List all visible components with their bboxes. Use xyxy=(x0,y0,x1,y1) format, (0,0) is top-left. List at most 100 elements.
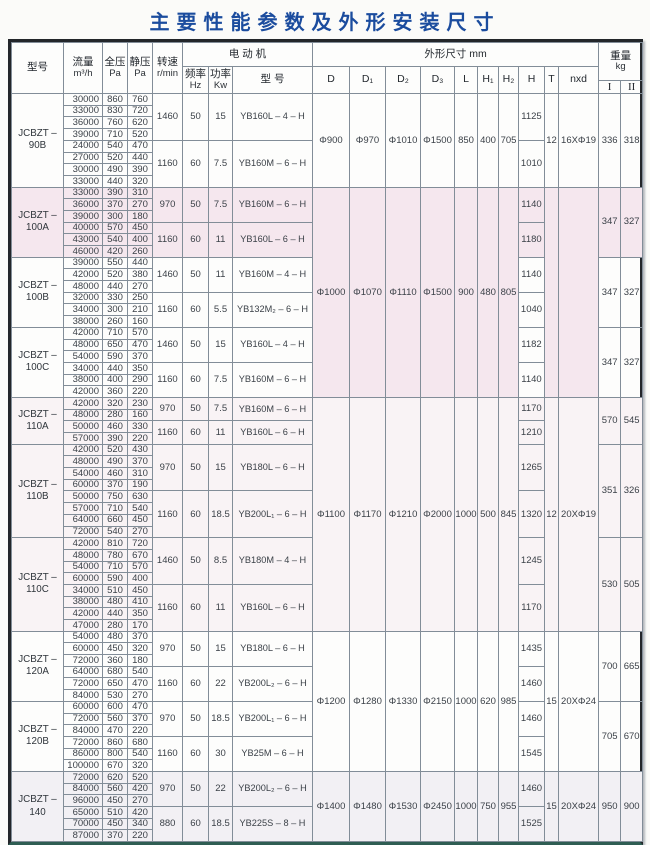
flow-value: 50000 xyxy=(63,490,103,504)
static-pressure-value: 180 xyxy=(127,209,153,223)
total-pressure-value: 320 xyxy=(102,396,128,410)
dim-H-value: 1182 xyxy=(518,326,545,363)
dim-D1-value: Φ1170 xyxy=(349,396,386,632)
speed-value: 1460 xyxy=(152,326,183,363)
total-pressure-value: 620 xyxy=(102,770,128,784)
static-pressure-value: 310 xyxy=(127,186,153,200)
total-pressure-value: 450 xyxy=(102,817,128,831)
total-pressure-value: 570 xyxy=(102,221,128,235)
spec-row: 84000 470 220 xyxy=(12,724,643,737)
dim-H-value: 1525 xyxy=(518,806,545,843)
header-row-weight-sub: I II xyxy=(12,79,644,95)
static-pressure-value: 340 xyxy=(127,817,153,831)
dim-H-value: 1125 xyxy=(518,93,545,141)
power-value: 22 xyxy=(208,665,233,702)
total-pressure-value: 330 xyxy=(102,291,128,305)
total-pressure-value: 710 xyxy=(102,326,128,340)
dim-H-value: 1140 xyxy=(518,186,545,223)
static-pressure-value: 630 xyxy=(127,490,153,504)
flow-value: 39000 xyxy=(63,128,103,141)
col-header-model: 型号 xyxy=(11,41,64,95)
total-pressure-value: 470 xyxy=(102,724,128,737)
frequency-value: 60 xyxy=(182,291,209,328)
spec-row: JCBZT –120B 60000 600 470 970 50 18.5 YB200L₁ –… xyxy=(11,700,644,772)
static-pressure-value: 250 xyxy=(127,291,153,305)
dim-H-value: 1040 xyxy=(518,291,545,328)
weight-1-value: 336 xyxy=(598,93,622,188)
speed-value: 1160 xyxy=(152,735,183,772)
weight-1-value: 530 xyxy=(598,537,622,632)
col-header-dim-H1: H₁ xyxy=(477,65,499,95)
total-pressure-value: 400 xyxy=(102,373,128,387)
flow-value: 54000 xyxy=(63,560,103,574)
flow-value: 39000 xyxy=(63,209,103,223)
total-pressure-value: 860 xyxy=(102,735,128,749)
total-pressure-value: 450 xyxy=(102,794,128,808)
flow-value: 32000 xyxy=(63,291,103,305)
dim-D1-value: Φ970 xyxy=(349,93,386,188)
static-pressure-value: 420 xyxy=(127,806,153,819)
flow-value: 57000 xyxy=(63,502,103,515)
dim-H-value: 1010 xyxy=(518,139,545,188)
spec-row: 38000 400 290 xyxy=(12,373,643,387)
flow-value: 50000 xyxy=(63,420,103,434)
total-pressure-label: 全压 xyxy=(104,56,126,69)
frequency-value: 50 xyxy=(182,770,209,808)
spec-row: JCBZT –110A 42000 320 230 970 50 7.5 YB160M – 6… xyxy=(11,396,644,632)
spec-row: 30000 490 390 xyxy=(12,163,643,176)
static-pressure-value: 230 xyxy=(127,396,153,410)
dim-T-value: 12 xyxy=(544,396,559,632)
flow-value: 84000 xyxy=(63,782,103,796)
col-header-total-pressure: 全压 Pa xyxy=(102,41,128,95)
flow-value: 42000 xyxy=(63,268,103,282)
total-pressure-value: 510 xyxy=(102,806,128,819)
power-value: 11 xyxy=(208,583,233,632)
total-pressure-value: 600 xyxy=(102,700,128,714)
weight-1-value: 570 xyxy=(598,396,622,445)
motor-model-value: YB160M – 4 – H xyxy=(232,256,313,293)
spec-row: 32000 330 250 1160 60 5.5 YB132M₂ – 6 – H 1040 xyxy=(12,291,643,328)
static-pressure-value: 210 xyxy=(127,303,153,317)
static-pressure-value: 220 xyxy=(127,829,153,843)
dim-nxd-value: 20XΦ24 xyxy=(557,630,600,772)
static-pressure-value: 470 xyxy=(127,700,153,714)
col-header-power: 功率 Kw xyxy=(208,65,233,95)
static-pressure-value: 400 xyxy=(127,233,153,247)
spec-row: JCBZT –120A 54000 480 370 970 50 15 YB180L – 6 … xyxy=(11,630,644,772)
static-pressure-unit: Pa xyxy=(134,67,146,79)
static-pressure-value: 320 xyxy=(127,759,153,772)
static-pressure-value: 350 xyxy=(127,607,153,621)
total-pressure-value: 650 xyxy=(102,677,128,691)
static-pressure-value: 270 xyxy=(127,198,153,211)
dim-L-value: 1000 xyxy=(454,770,478,843)
dim-L-value: 850 xyxy=(454,93,478,188)
page-title: 主要性能参数及外形安装尺寸 xyxy=(149,12,501,34)
dim-D3-value: Φ1500 xyxy=(420,186,455,398)
col-header-weight-2: II xyxy=(620,79,644,95)
spec-row: 64000 680 540 1160 60 22 YB200L₂ – 6 – H 1460 xyxy=(12,665,643,702)
flow-value: 42000 xyxy=(63,396,103,410)
flow-value: 36000 xyxy=(63,116,103,130)
total-pressure-value: 540 xyxy=(102,525,128,539)
static-pressure-value: 270 xyxy=(127,794,153,808)
dim-D-value: Φ1100 xyxy=(312,396,350,632)
speed-value: 1160 xyxy=(152,583,183,632)
power-value: 15 xyxy=(208,443,233,492)
motor-model-value: YB180M – 4 – H xyxy=(232,537,313,585)
flow-value: 72000 xyxy=(63,735,103,749)
static-pressure-value: 310 xyxy=(127,467,153,480)
dim-H2-value: 955 xyxy=(498,770,519,843)
flow-unit: m³/h xyxy=(73,67,93,79)
dim-H-value: 1140 xyxy=(518,361,545,398)
total-pressure-value: 490 xyxy=(102,163,128,176)
dim-T-value: 15 xyxy=(544,630,559,772)
speed-value: 1160 xyxy=(152,665,183,702)
col-header-dim-nxd: nxd xyxy=(557,65,600,95)
dim-D1-value: Φ1280 xyxy=(349,630,386,772)
static-pressure-value: 400 xyxy=(127,572,153,585)
col-header-speed: 转速 r/min xyxy=(152,41,183,95)
spec-table-body: JCBZT –90B 30000 860 760 1460 50 15 YB160L – 4 … xyxy=(11,93,644,843)
flow-value: 70000 xyxy=(63,817,103,831)
col-header-dim-T: T xyxy=(544,65,559,95)
dim-nxd-value: 20XΦ19 xyxy=(557,396,600,632)
